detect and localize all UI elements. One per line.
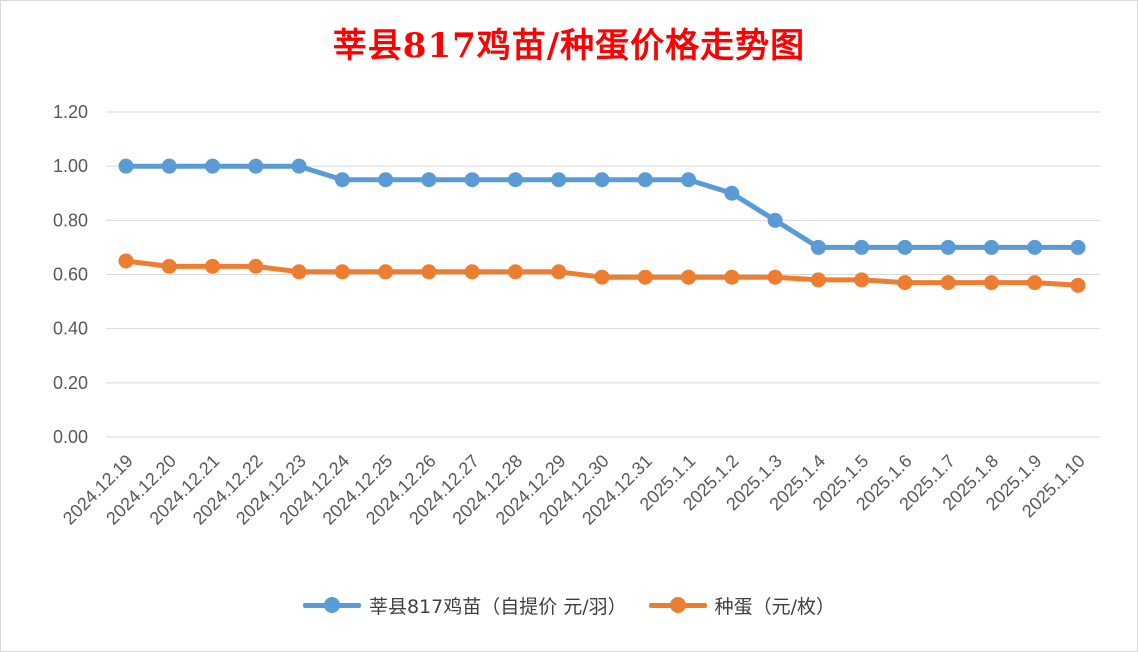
series-2-point (421, 264, 437, 280)
series-2-point (378, 264, 394, 280)
series-1-point (1027, 239, 1043, 255)
series-1-point (291, 158, 307, 174)
series-1-point (594, 172, 610, 188)
series-2-point (1070, 277, 1086, 293)
series-1-point (810, 239, 826, 255)
series-2-point (248, 258, 264, 274)
series-2-point (291, 264, 307, 280)
series-2-point (897, 275, 913, 291)
series-2-point (507, 264, 523, 280)
y-tick-label: 0.80 (53, 210, 88, 230)
series-2-point (854, 272, 870, 288)
series-1-point (551, 172, 567, 188)
series-2-point (724, 269, 740, 285)
chart-legend: 莘县817鸡苗（自提价 元/羽） 种蛋（元/枚） (0, 590, 1138, 620)
series-1-point (507, 172, 523, 188)
series-1-point (724, 185, 740, 201)
series-1-point (118, 158, 134, 174)
series-2-point (810, 272, 826, 288)
series-2-point (118, 253, 134, 269)
y-tick-label: 0.00 (53, 427, 88, 447)
series-2-point (767, 269, 783, 285)
series-2-point (940, 275, 956, 291)
series-2-point (1027, 275, 1043, 291)
series-1-point (854, 239, 870, 255)
legend-label-egg: 种蛋（元/枚） (714, 595, 836, 618)
legend-item-egg: 种蛋（元/枚） (648, 592, 836, 619)
series-1-point (334, 172, 350, 188)
legend-label-chick: 莘县817鸡苗（自提价 元/羽） (368, 595, 627, 618)
series-1-point (1070, 239, 1086, 255)
series-2-point (983, 275, 999, 291)
series-1-point (637, 172, 653, 188)
y-tick-label: 0.60 (53, 265, 88, 285)
y-tick-label: 0.20 (53, 373, 88, 393)
legend-swatch-egg (648, 597, 707, 613)
legend-item-chick: 莘县817鸡苗（自提价 元/羽） (302, 592, 627, 619)
legend-swatch-chick (302, 597, 361, 613)
series-2-point (334, 264, 350, 280)
series-1-point (161, 158, 177, 174)
series-1-point (940, 239, 956, 255)
series-1-point (421, 172, 437, 188)
series-1-point (897, 239, 913, 255)
y-tick-label: 0.40 (53, 319, 88, 339)
series-2-point (161, 258, 177, 274)
chart-title: 莘县817鸡苗/种蛋价格走势图 (332, 26, 806, 66)
series-2-point (681, 269, 697, 285)
series-2-point (637, 269, 653, 285)
series-1-point (983, 239, 999, 255)
series-2-point (464, 264, 480, 280)
series-1-point (205, 158, 221, 174)
series-2-point (594, 269, 610, 285)
series-2-point (205, 258, 221, 274)
y-tick-label: 1.20 (53, 102, 88, 122)
series-1-point (464, 172, 480, 188)
series-1-point (378, 172, 394, 188)
series-2-point (551, 264, 567, 280)
series-1-point (248, 158, 264, 174)
series-1-point (767, 212, 783, 228)
series-1-point (681, 172, 697, 188)
y-tick-label: 1.00 (53, 156, 88, 176)
